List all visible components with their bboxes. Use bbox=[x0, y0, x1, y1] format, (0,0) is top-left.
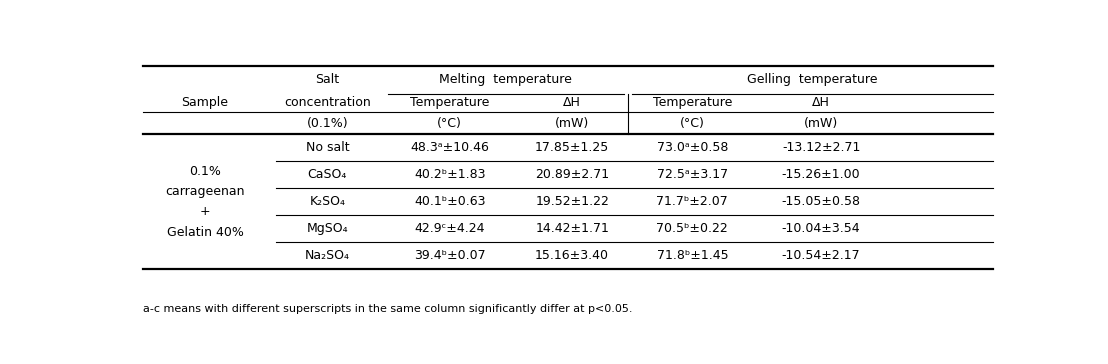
Text: Sample: Sample bbox=[182, 96, 228, 110]
Text: (0.1%): (0.1%) bbox=[307, 117, 348, 130]
Text: 40.2ᵇ±1.83: 40.2ᵇ±1.83 bbox=[414, 168, 485, 181]
Text: 70.5ᵇ±0.22: 70.5ᵇ±0.22 bbox=[656, 222, 728, 235]
Text: Gelatin 40%: Gelatin 40% bbox=[166, 226, 244, 238]
Text: concentration: concentration bbox=[284, 96, 371, 110]
Text: +: + bbox=[199, 205, 211, 218]
Text: Salt: Salt bbox=[316, 73, 339, 86]
Text: -10.54±2.17: -10.54±2.17 bbox=[782, 249, 861, 262]
Text: -13.12±2.71: -13.12±2.71 bbox=[782, 141, 860, 154]
Text: 48.3ᵃ±10.46: 48.3ᵃ±10.46 bbox=[410, 141, 490, 154]
Text: 40.1ᵇ±0.63: 40.1ᵇ±0.63 bbox=[414, 195, 485, 208]
Text: No salt: No salt bbox=[306, 141, 349, 154]
Text: 17.85±1.25: 17.85±1.25 bbox=[535, 141, 609, 154]
Text: 73.0ᵃ±0.58: 73.0ᵃ±0.58 bbox=[657, 141, 728, 154]
Text: 15.16±3.40: 15.16±3.40 bbox=[535, 249, 609, 262]
Text: Melting  temperature: Melting temperature bbox=[439, 73, 572, 86]
Text: ΔH: ΔH bbox=[812, 96, 830, 110]
Text: 39.4ᵇ±0.07: 39.4ᵇ±0.07 bbox=[414, 249, 485, 262]
Text: 71.8ᵇ±1.45: 71.8ᵇ±1.45 bbox=[657, 249, 728, 262]
Text: K₂SO₄: K₂SO₄ bbox=[309, 195, 346, 208]
Text: 20.89±2.71: 20.89±2.71 bbox=[535, 168, 609, 181]
Text: ΔH: ΔH bbox=[563, 96, 581, 110]
Text: -10.04±3.54: -10.04±3.54 bbox=[782, 222, 861, 235]
Text: Temperature: Temperature bbox=[653, 96, 732, 110]
Text: 14.42±1.71: 14.42±1.71 bbox=[535, 222, 609, 235]
Text: (mW): (mW) bbox=[804, 117, 839, 130]
Text: MgSO₄: MgSO₄ bbox=[307, 222, 348, 235]
Text: -15.26±1.00: -15.26±1.00 bbox=[782, 168, 861, 181]
Text: carrageenan: carrageenan bbox=[165, 185, 245, 198]
Text: Na₂SO₄: Na₂SO₄ bbox=[305, 249, 350, 262]
Text: Temperature: Temperature bbox=[410, 96, 490, 110]
Text: Gelling  temperature: Gelling temperature bbox=[747, 73, 878, 86]
Text: 19.52±1.22: 19.52±1.22 bbox=[535, 195, 609, 208]
Text: (mW): (mW) bbox=[555, 117, 589, 130]
Text: a-c means with different superscripts in the same column significantly differ at: a-c means with different superscripts in… bbox=[143, 304, 633, 313]
Text: CaSO₄: CaSO₄ bbox=[308, 168, 347, 181]
Text: (°C): (°C) bbox=[438, 117, 462, 130]
Text: 71.7ᵇ±2.07: 71.7ᵇ±2.07 bbox=[656, 195, 728, 208]
Text: 0.1%: 0.1% bbox=[189, 165, 220, 178]
Text: 72.5ᵃ±3.17: 72.5ᵃ±3.17 bbox=[657, 168, 728, 181]
Text: -15.05±0.58: -15.05±0.58 bbox=[781, 195, 861, 208]
Text: 42.9ᶜ±4.24: 42.9ᶜ±4.24 bbox=[414, 222, 485, 235]
Text: (°C): (°C) bbox=[680, 117, 705, 130]
